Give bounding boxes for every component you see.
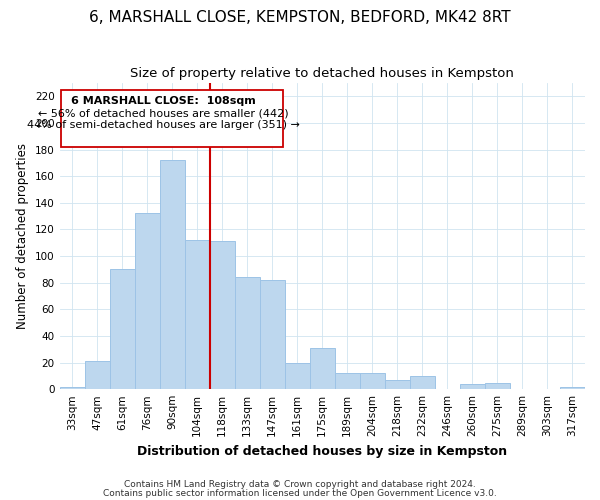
Bar xyxy=(285,362,310,389)
Text: 6, MARSHALL CLOSE, KEMPSTON, BEDFORD, MK42 8RT: 6, MARSHALL CLOSE, KEMPSTON, BEDFORD, MK… xyxy=(89,10,511,25)
Bar xyxy=(335,373,360,389)
Bar xyxy=(209,242,235,389)
Bar xyxy=(560,386,585,389)
Bar xyxy=(185,240,209,389)
X-axis label: Distribution of detached houses by size in Kempston: Distribution of detached houses by size … xyxy=(137,444,508,458)
Bar xyxy=(160,160,185,389)
Text: ← 56% of detached houses are smaller (442): ← 56% of detached houses are smaller (44… xyxy=(38,108,289,118)
Bar xyxy=(385,380,410,389)
Text: Contains public sector information licensed under the Open Government Licence v3: Contains public sector information licen… xyxy=(103,488,497,498)
Bar xyxy=(460,384,485,389)
Text: Contains HM Land Registry data © Crown copyright and database right 2024.: Contains HM Land Registry data © Crown c… xyxy=(124,480,476,489)
Bar xyxy=(410,376,435,389)
Bar xyxy=(59,386,85,389)
Bar xyxy=(360,373,385,389)
Bar xyxy=(260,280,285,389)
Y-axis label: Number of detached properties: Number of detached properties xyxy=(16,143,29,329)
Title: Size of property relative to detached houses in Kempston: Size of property relative to detached ho… xyxy=(130,68,514,80)
Bar xyxy=(85,361,110,389)
Bar xyxy=(310,348,335,389)
Text: 6 MARSHALL CLOSE:  108sqm: 6 MARSHALL CLOSE: 108sqm xyxy=(71,96,256,106)
FancyBboxPatch shape xyxy=(61,90,283,147)
Text: 44% of semi-detached houses are larger (351) →: 44% of semi-detached houses are larger (… xyxy=(27,120,300,130)
Bar xyxy=(110,270,134,389)
Bar xyxy=(485,382,510,389)
Bar xyxy=(134,214,160,389)
Bar xyxy=(235,278,260,389)
